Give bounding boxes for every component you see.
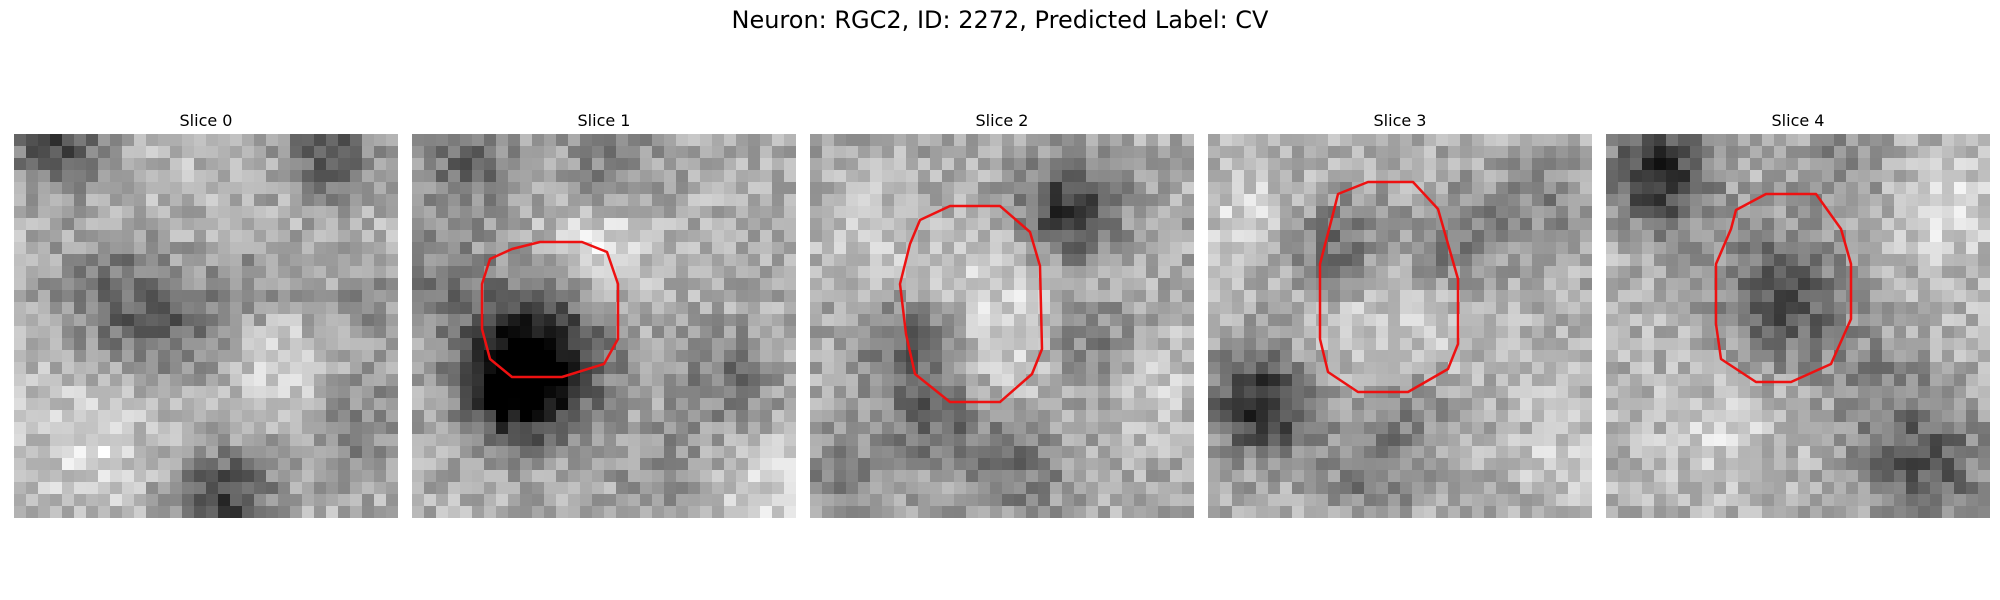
contour-overlay xyxy=(898,204,1044,404)
slice-image xyxy=(14,134,398,518)
contour-overlay xyxy=(1318,180,1460,394)
slice-panel: Slice 4 xyxy=(1606,110,1990,518)
contour-overlay xyxy=(480,240,620,379)
roi-contour xyxy=(480,240,620,379)
figure-title: Neuron: RGC2, ID: 2272, Predicted Label:… xyxy=(731,6,1269,34)
roi-contour xyxy=(1318,180,1460,394)
slice-title: Slice 1 xyxy=(577,111,631,130)
contour-overlay xyxy=(14,134,398,518)
slice-image xyxy=(412,134,796,518)
slice-image xyxy=(1606,134,1990,518)
contour-overlay xyxy=(1714,192,1853,384)
slice-panel: Slice 1 xyxy=(412,110,796,518)
roi-contour xyxy=(1714,192,1853,384)
slice-title: Slice 4 xyxy=(1771,111,1825,130)
slice-panel: Slice 0 xyxy=(14,110,398,518)
roi-contour xyxy=(898,204,1044,404)
slice-image xyxy=(810,134,1194,518)
slice-panel: Slice 3 xyxy=(1208,110,1592,518)
slice-title: Slice 3 xyxy=(1373,111,1427,130)
slice-image xyxy=(1208,134,1592,518)
slice-panel: Slice 2 xyxy=(810,110,1194,518)
slice-title: Slice 2 xyxy=(975,111,1029,130)
slice-title: Slice 0 xyxy=(179,111,233,130)
